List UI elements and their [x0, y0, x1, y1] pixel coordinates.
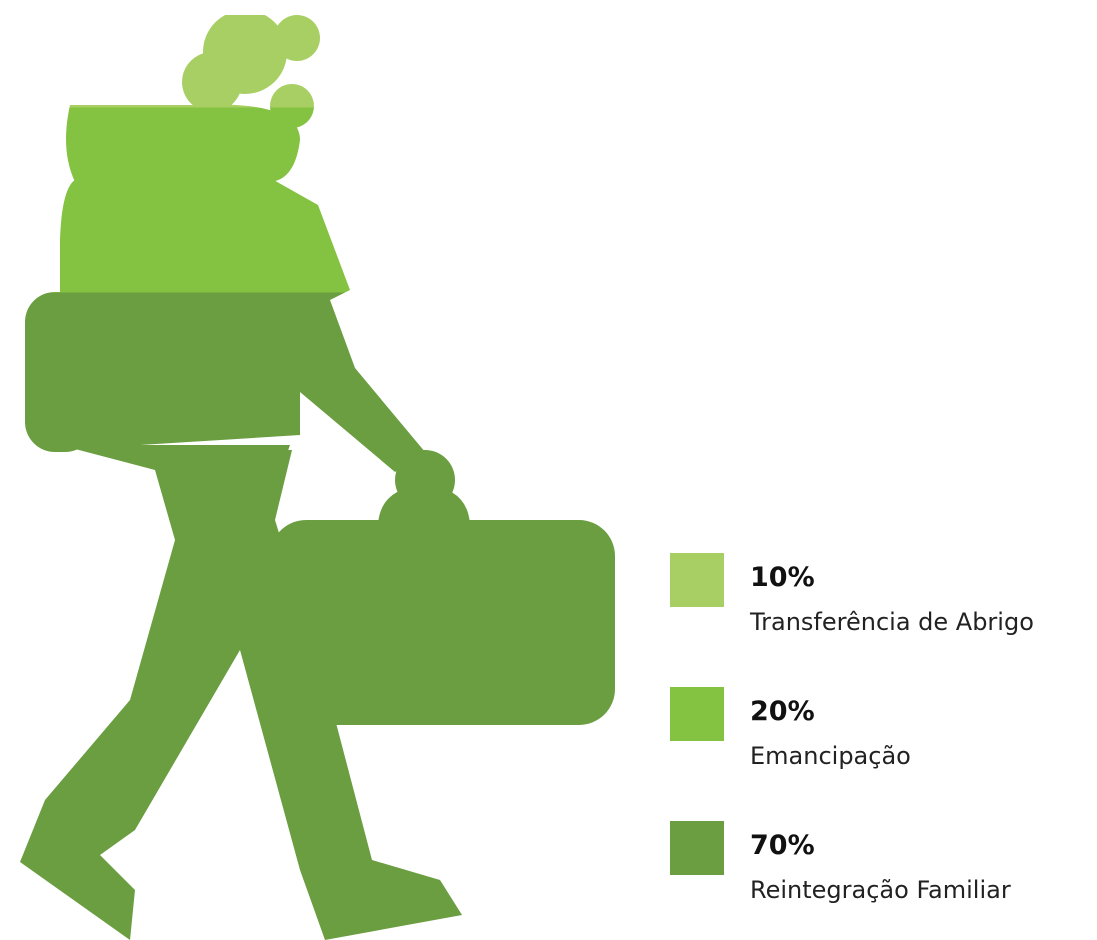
figure [20, 15, 615, 940]
legend-swatch [670, 687, 724, 741]
legend-swatch [670, 553, 724, 607]
legend-value: 10% [750, 562, 815, 593]
legend-label: Transferência de Abrigo [749, 608, 1034, 636]
figure-band [20, 292, 615, 940]
legend-value: 70% [750, 830, 815, 861]
legend-value: 20% [750, 696, 815, 727]
figure-band [20, 107, 615, 293]
legend-label: Reintegração Familiar [750, 876, 1011, 904]
figure-band [20, 15, 615, 108]
legend-swatch [670, 821, 724, 875]
legend-label: Emancipação [750, 742, 911, 770]
